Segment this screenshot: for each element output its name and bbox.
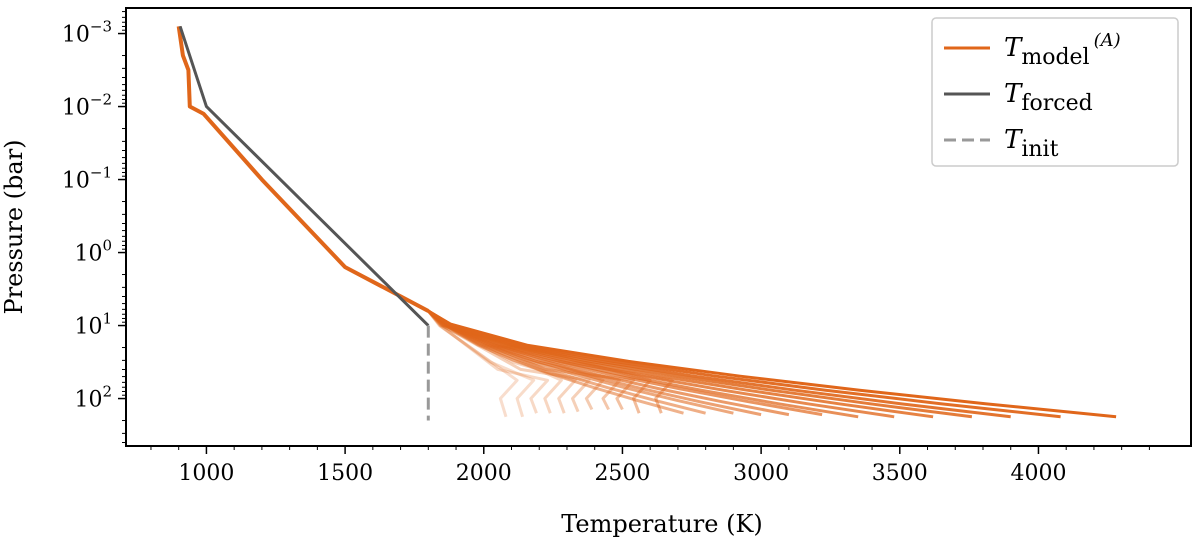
model-iteration-line xyxy=(427,310,536,418)
x-tick-label: 1500 xyxy=(317,461,373,486)
legend-entry-label: Tforced xyxy=(1004,79,1093,116)
x-axis-label: Temperature (K) xyxy=(561,510,763,538)
forced-line xyxy=(178,25,430,327)
y-tick-label: 102 xyxy=(74,383,112,413)
y-tick-label: 100 xyxy=(74,237,112,267)
legend-entry-label: Tmodel(A) xyxy=(1004,30,1121,70)
axes xyxy=(125,7,1192,447)
model-iteration-line xyxy=(427,310,550,414)
x-tick-label: 2000 xyxy=(456,461,512,486)
y-tick-label: 10−3 xyxy=(62,18,112,48)
y-tick-label: 101 xyxy=(74,310,112,340)
y-tick-label: 10−2 xyxy=(62,91,112,121)
x-tick-label: 4000 xyxy=(1010,461,1066,486)
x-tick-label: 3000 xyxy=(733,461,789,486)
x-tick-label: 1000 xyxy=(178,461,234,486)
legend: Tmodel(A) Tforced Tinit xyxy=(931,17,1179,167)
legend-box xyxy=(931,17,1179,167)
y-axis-label: Pressure (bar) xyxy=(0,139,28,314)
series-layer xyxy=(176,25,1117,421)
y-tick-label: 10−1 xyxy=(62,164,112,194)
legend-entry-label: Tinit xyxy=(1004,125,1059,162)
ticks: 1000 1500 2000 2500 3000 3500 4000 10−3 10−2 10−1… xyxy=(62,11,1150,486)
x-tick-label: 3500 xyxy=(872,461,928,486)
x-tick-label: 2500 xyxy=(594,461,650,486)
model-iteration-line xyxy=(427,309,1117,419)
model-line xyxy=(176,26,430,313)
axes-frame xyxy=(125,7,1192,447)
model-iteration-line xyxy=(427,310,519,418)
